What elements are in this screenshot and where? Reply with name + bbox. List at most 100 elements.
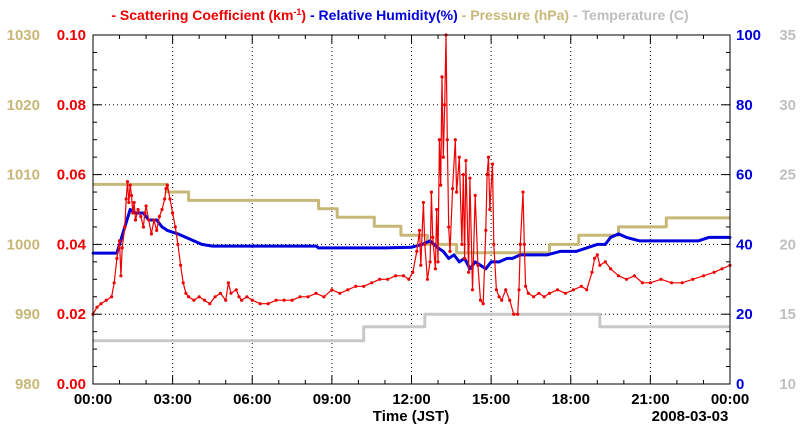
humidity-point: [585, 246, 589, 250]
scattering-point: [218, 291, 222, 295]
humidity-point: [160, 225, 164, 229]
scattering-point: [250, 298, 254, 302]
scattering-point: [481, 302, 485, 306]
scattering-point: [401, 274, 406, 278]
scattering-point: [659, 277, 663, 281]
pressure-tick-label: 980: [15, 376, 40, 393]
scattering-point: [160, 207, 164, 212]
scattering-point: [542, 295, 546, 299]
scattering-point: [417, 228, 422, 232]
humidity-point: [176, 232, 180, 236]
humidity-point: [357, 246, 360, 250]
humidity-point: [489, 260, 493, 264]
scattering-point: [245, 295, 249, 299]
scattering-point: [473, 193, 477, 198]
scattering-point: [411, 270, 415, 274]
scattering-point: [226, 281, 230, 285]
legend-scattering: - Scattering Coefficient (km-1): [111, 7, 306, 23]
scattering-point: [632, 274, 637, 278]
scattering-point: [467, 270, 471, 274]
series-scattering: [91, 33, 732, 316]
scattering-point: [386, 277, 390, 281]
humidity-point: [497, 260, 501, 264]
humidity-point: [383, 246, 387, 250]
scattering-point: [585, 288, 589, 292]
scattering-point: [488, 207, 492, 212]
humidity-point: [479, 263, 482, 267]
y-axes: 98099010001010102010300.000.020.040.060.…: [7, 27, 796, 393]
humidity-point: [505, 257, 509, 260]
scattering-point: [152, 218, 156, 222]
scattering-point: [124, 197, 128, 201]
humidity-point: [574, 250, 578, 253]
scattering-tick-label: 0.06: [57, 167, 86, 184]
scattering-tick-label: 0.04: [57, 236, 87, 253]
scattering-point: [624, 277, 629, 281]
humidity-point: [447, 257, 451, 260]
scattering-point: [547, 291, 552, 295]
scattering-point: [115, 256, 119, 260]
scattering-point: [132, 200, 136, 205]
scattering-point: [370, 281, 374, 285]
scattering-point: [144, 204, 148, 208]
scattering-point: [494, 288, 498, 292]
scattering-tick-label: 0.10: [57, 27, 86, 44]
scattering-point: [240, 298, 244, 302]
scattering-point: [436, 260, 440, 264]
scattering-point: [164, 187, 168, 191]
scattering-point: [603, 260, 607, 264]
x-axis: 00:00 03:00 06:00 09:00 12:00 15:00 18:00 21:00…: [74, 35, 749, 408]
scattering-point: [123, 225, 127, 229]
scattering-point: [464, 159, 468, 163]
scattering-point: [518, 242, 522, 246]
scattering-point: [516, 312, 520, 316]
scattering-point: [394, 274, 398, 278]
scattering-point: [595, 253, 599, 257]
scattering-point: [490, 162, 495, 166]
date-label: 2008-03-03: [652, 408, 729, 425]
x-axis-label: Time (JST): [373, 408, 449, 425]
scattering-tick-label: 0.08: [57, 97, 86, 114]
humidity-tick-label: 80: [736, 97, 753, 114]
scattering-point: [184, 291, 188, 295]
scattering-point: [524, 284, 528, 288]
scattering-point: [181, 281, 185, 285]
scattering-point: [378, 277, 382, 281]
legend-pressure: - Pressure (hPa): [462, 7, 569, 23]
scattering-point: [526, 291, 530, 295]
scattering-point: [445, 138, 449, 142]
scattering-point: [598, 263, 602, 267]
scattering-point: [457, 155, 461, 159]
humidity-tick-label: 100: [736, 27, 761, 44]
scattering-point: [407, 277, 411, 281]
scattering-point: [590, 270, 594, 274]
scattering-point: [453, 138, 457, 142]
legend-temperature: - Temperature (C): [573, 7, 689, 23]
scattering-point: [338, 291, 342, 295]
scattering-point: [171, 211, 175, 215]
scattering-point: [224, 298, 228, 302]
humidity-point: [128, 208, 132, 211]
humidity-tick-label: 20: [736, 306, 753, 323]
humidity-point: [696, 239, 700, 243]
legend-text: - Scattering Coefficient (km-1) - Relati…: [111, 7, 688, 23]
humidity-point: [625, 236, 628, 239]
scattering-point: [555, 288, 560, 292]
scattering-point: [429, 190, 433, 194]
scattering-point: [120, 246, 124, 250]
scattering-tick-label: 0.00: [57, 376, 86, 393]
scattering-point: [192, 298, 196, 302]
scattering-point: [168, 197, 172, 201]
scattering-point: [163, 197, 167, 201]
scattering-point: [314, 291, 318, 295]
scattering-point: [95, 305, 99, 309]
scattering-point: [448, 249, 452, 253]
scattering-point: [274, 298, 278, 302]
scattering-point: [593, 256, 597, 260]
temperature-tick-label: 35: [779, 27, 796, 44]
scattering-point: [362, 284, 366, 288]
scattering-point: [127, 200, 131, 205]
humidity-point: [250, 244, 254, 248]
scattering-point: [691, 277, 695, 281]
